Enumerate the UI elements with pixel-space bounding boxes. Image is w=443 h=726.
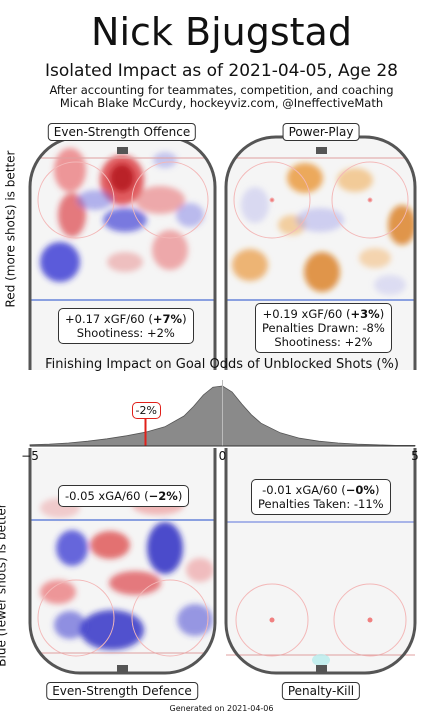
generated-date: Generated on 2021-04-06 — [169, 704, 274, 713]
top-side-label: Red (more shots) is better — [3, 150, 18, 308]
es-defence-stats: -0.05 xGA/60 (−2%) — [58, 485, 190, 507]
x-tick-label: −5 — [21, 449, 39, 463]
es-defence-rink — [28, 448, 217, 675]
es-offence-label: Even-Strength Offence — [47, 123, 197, 141]
es-offence-xg-pct: +7% — [152, 312, 183, 326]
penalty-kill-xg-prefix: -0.01 xGA/60 ( — [262, 483, 346, 497]
es-offence-shootiness: Shootiness: +2% — [76, 326, 175, 340]
power-play-rink-markings — [226, 157, 415, 239]
es-offence-xg-prefix: +0.17 xGF/60 ( — [65, 312, 153, 326]
penalty-kill-rink-markings — [226, 583, 415, 657]
es-offence-stats: +0.17 xGF/60 (+7%) Shootiness: +2% — [58, 308, 194, 344]
adjustment-note: After accounting for teammates, competit… — [49, 83, 394, 97]
power-play-xg-pct: +3% — [350, 307, 380, 321]
penalty-kill-label: Penalty-Kill — [281, 682, 361, 700]
bottom-side-label: Blue (fewer shots) is better — [0, 503, 9, 667]
es-defence-heatmap — [40, 495, 214, 650]
author-credit: Micah Blake McCurdy, hockeyviz.com, @Ine… — [59, 96, 384, 110]
es-defence-rink-markings — [30, 579, 215, 657]
page-title: Nick Bjugstad — [91, 10, 352, 54]
es-defence-xg-prefix: -0.05 xGA/60 ( — [65, 489, 149, 503]
es-defence-xg-pct: −2% — [148, 489, 178, 503]
es-defence-label: Even-Strength Defence — [46, 682, 198, 700]
es-defence-net — [117, 665, 128, 672]
power-play-shootiness: Shootiness: +2% — [274, 335, 373, 349]
es-offence-net — [117, 147, 128, 154]
x-tick-label: 0 — [218, 449, 227, 463]
es-defence-xg-suffix: ) — [177, 489, 183, 503]
x-tick-label: 5 — [411, 449, 419, 463]
penalty-kill-penalties-taken: Penalties Taken: -11% — [258, 497, 384, 511]
penalty-kill-crease — [312, 654, 330, 666]
es-offence-xg-suffix: ) — [182, 312, 187, 326]
power-play-penalties-drawn: Penalties Drawn: -8% — [262, 321, 385, 335]
page-subtitle: Isolated Impact as of 2021-04-05, Age 28 — [45, 61, 398, 81]
finishing-distribution-chart: Finishing Impact on Goal Odds of Unblock… — [29, 357, 416, 447]
player-marker-label: -2% — [131, 402, 161, 419]
power-play-xg-suffix: ) — [379, 307, 385, 321]
power-play-net — [316, 147, 327, 154]
power-play-label: Power-Play — [282, 123, 360, 141]
penalty-kill-stats: -0.01 xGA/60 (−0%) Penalties Taken: -11% — [251, 479, 391, 515]
power-play-xg-prefix: +0.19 xGF/60 ( — [262, 307, 351, 321]
es-offence-rink-markings — [30, 157, 215, 239]
power-play-stats: +0.19 xGF/60 (+3%) Penalties Drawn: -8% … — [255, 303, 392, 353]
penalty-kill-net — [316, 665, 327, 672]
penalty-kill-xg-suffix: ) — [374, 483, 380, 497]
chart-title: Finishing Impact on Goal Odds of Unblock… — [45, 357, 399, 372]
penalty-kill-xg-pct: −0% — [345, 483, 375, 497]
